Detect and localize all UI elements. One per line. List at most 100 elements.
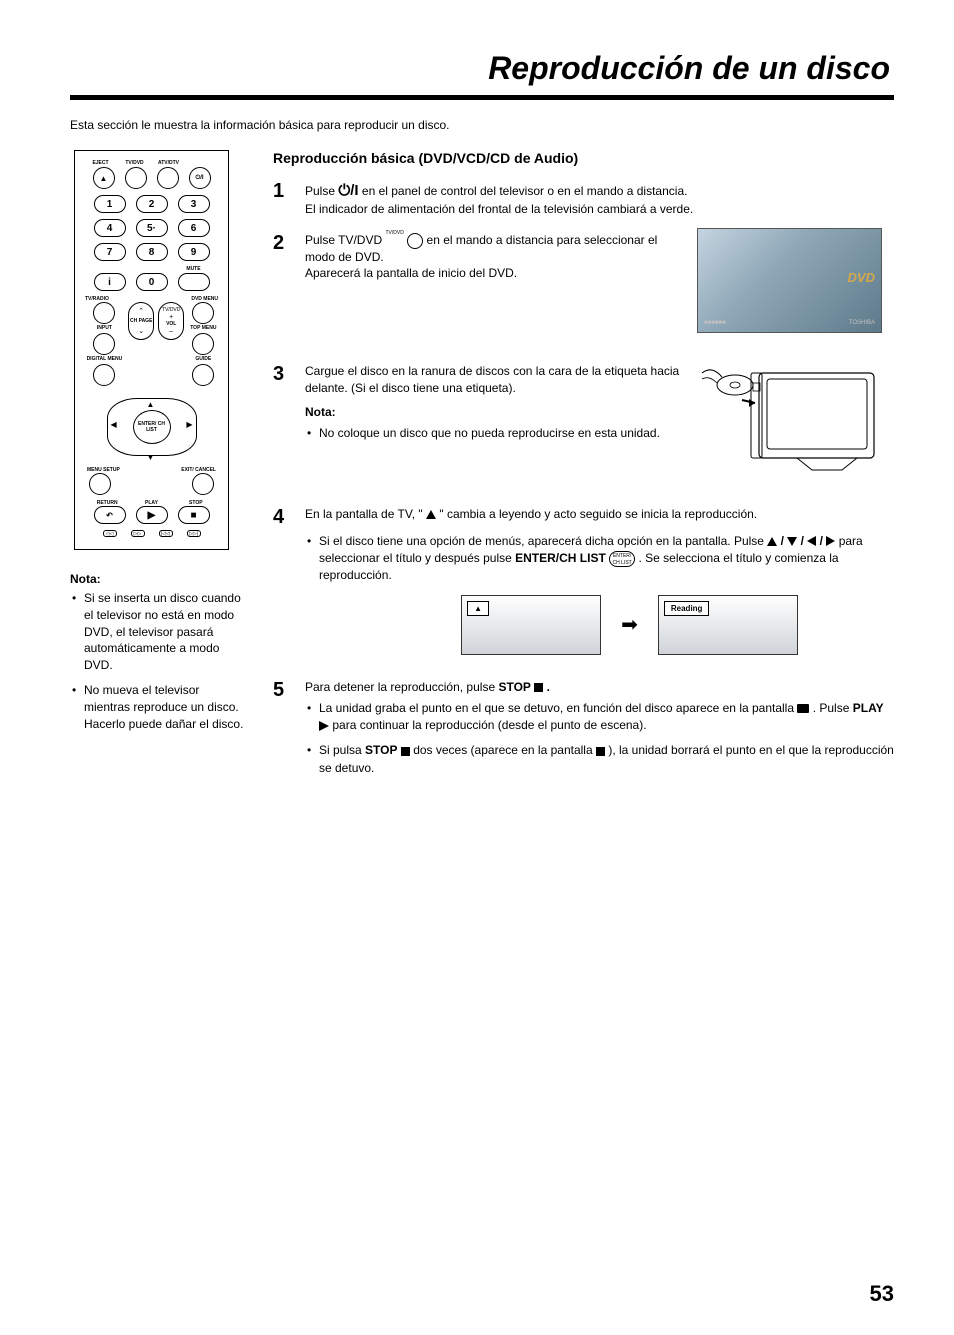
remote-topmenu-label: TOP MENU xyxy=(190,326,216,331)
step-2-line2: Aparecerá la pantalla de inicio del DVD. xyxy=(305,266,517,280)
dvd-logo: DVD xyxy=(848,269,875,287)
step-number: 2 xyxy=(273,232,293,333)
remote-key-9: 9 xyxy=(178,243,210,261)
stop-bold: STOP xyxy=(498,680,530,694)
step-5-b2-b: dos veces (aparece en la pantalla xyxy=(413,743,596,757)
menu-screen-1: ▲ xyxy=(461,595,601,655)
menu-screen-2-label: Reading xyxy=(664,601,710,616)
dvd-brand-right: TOSHIBA xyxy=(849,319,875,327)
remote-key-1: 1 xyxy=(94,195,126,213)
remote-key-i: i xyxy=(94,273,126,291)
menu-screen-1-label: ▲ xyxy=(467,601,489,616)
step-2-text-pre: Pulse TV/DVD xyxy=(305,233,385,247)
step-4: 4 En la pantalla de TV, " " cambia a ley… xyxy=(273,506,894,665)
left-note-list: Si se inserta un disco cuando el televis… xyxy=(70,590,245,732)
remote-key-6: 6 xyxy=(178,219,210,237)
step-5-bullet-2: Si pulsa STOP dos veces (aparece en la p… xyxy=(305,742,894,777)
remote-color-button: ▷▷| xyxy=(187,530,201,537)
down-triangle-icon xyxy=(787,537,797,546)
remote-key-4: 4 xyxy=(94,219,126,237)
step-3: 3 xyxy=(273,363,894,480)
remote-menusetup-button xyxy=(89,473,111,495)
remote-mute-button xyxy=(178,273,210,291)
remote-atvdtv-button xyxy=(157,167,179,189)
up-triangle-icon xyxy=(767,537,777,546)
stop-icon xyxy=(534,683,543,692)
step-number: 1 xyxy=(273,180,293,218)
play-bold: PLAY xyxy=(853,701,884,715)
tv-disc-illustration xyxy=(697,355,882,480)
right-column: Reproducción básica (DVD/VCD/CD de Audio… xyxy=(273,150,894,799)
step-1-line2: El indicador de alimentación del frontal… xyxy=(305,202,693,216)
step-4-text-post: " cambia a leyendo y acto seguido se ini… xyxy=(439,507,757,521)
power-icon: ⏻/I xyxy=(338,182,358,199)
slash: / xyxy=(801,534,808,548)
left-triangle-icon xyxy=(807,536,816,546)
remote-key-3: 3 xyxy=(178,195,210,213)
remote-illustration: EJECT TV/DVD ATV/DTV ▲ ⏻/I 123 45·6 789 xyxy=(74,150,229,550)
remote-label-atvdtv: ATV/DTV xyxy=(158,161,180,166)
left-note-item: Si se inserta un disco cuando el televis… xyxy=(70,590,245,674)
enter-button-icon: ENTER/ CH LIST xyxy=(609,551,635,567)
circle-button-icon xyxy=(407,233,423,249)
step-number: 3 xyxy=(273,363,293,480)
step-5: 5 Para detener la reproducción, pulse ST… xyxy=(273,679,894,785)
section-heading: Reproducción básica (DVD/VCD/CD de Audio… xyxy=(273,150,894,166)
remote-return-button: ↶ xyxy=(94,506,126,524)
tvdvd-tiny-label: TV/DVD xyxy=(385,230,403,236)
remote-play-button: ▶ xyxy=(136,506,168,524)
remote-digitalmenu-label: DIGITAL MENU xyxy=(87,357,123,362)
step-4-bullet-pre: Si el disco tiene una opción de menús, a… xyxy=(319,534,767,548)
remote-input-label: INPUT xyxy=(97,326,112,331)
remote-stop-button: ■ xyxy=(178,506,210,524)
remote-menusetup-label: MENU SETUP xyxy=(87,468,120,473)
up-triangle-icon xyxy=(426,510,436,519)
remote-key-2: 2 xyxy=(136,195,168,213)
step-5-text-pre: Para detener la reproducción, pulse xyxy=(305,680,498,694)
step-5-b1-b: . Pulse xyxy=(813,701,853,715)
menu-screens-row: ▲ ➡ Reading xyxy=(365,595,894,655)
step-1: 1 Pulse ⏻/I en el panel de control del t… xyxy=(273,180,894,218)
step-number: 4 xyxy=(273,506,293,665)
remote-color-button: ◁◁ xyxy=(103,530,117,537)
menu-screen-2: Reading xyxy=(658,595,798,655)
title-rule xyxy=(70,95,894,100)
remote-input-button xyxy=(93,333,115,355)
step-4-text-pre: En la pantalla de TV, " xyxy=(305,507,426,521)
intro-text: Esta sección le muestra la información b… xyxy=(70,118,894,132)
resume-icon xyxy=(797,704,809,713)
remote-key-0: 0 xyxy=(136,273,168,291)
step-3-note-bullet: No coloque un disco que no pueda reprodu… xyxy=(305,425,882,442)
left-note-heading: Nota: xyxy=(70,572,245,586)
step-5-bullet-1: La unidad graba el punto en el que se de… xyxy=(305,700,894,735)
remote-exitcancel-label: EXIT/ CANCEL xyxy=(181,468,216,473)
remote-eject-button: ▲ xyxy=(93,167,115,189)
step-1-text-pre: Pulse xyxy=(305,184,338,198)
remote-label-eject: EJECT xyxy=(90,161,112,166)
enter-chlist-bold: ENTER/CH LIST xyxy=(515,551,606,565)
remote-topmenu-button xyxy=(192,333,214,355)
remote-key-5: 5· xyxy=(136,219,168,237)
remote-label-tvdvd: TV/DVD xyxy=(124,161,146,166)
play-icon xyxy=(319,721,329,731)
page-title: Reproducción de un disco xyxy=(70,50,894,87)
step-1-text-post: en el panel de control del televisor o e… xyxy=(362,184,688,198)
period: . xyxy=(547,680,550,694)
remote-guide-label: GUIDE xyxy=(195,357,211,362)
step-5-b2-a: Si pulsa xyxy=(319,743,365,757)
slash: / xyxy=(820,534,827,548)
remote-guide-button xyxy=(192,364,214,386)
left-column: EJECT TV/DVD ATV/DTV ▲ ⏻/I 123 45·6 789 xyxy=(70,150,245,799)
remote-digitalmenu-button xyxy=(93,364,115,386)
remote-ch-page-rocker: ⌃CH PAGE⌄ xyxy=(128,302,154,340)
step-5-b1-c: para continuar la reproducción (desde el… xyxy=(332,718,646,732)
left-note-item: No mueva el televisor mientras reproduce… xyxy=(70,682,245,732)
step-4-bullet: Si el disco tiene una opción de menús, a… xyxy=(305,533,894,585)
remote-dpad: ▲ ▼ ◀ ▶ ENTER/ CH LIST xyxy=(97,392,207,462)
remote-key-8: 8 xyxy=(136,243,168,261)
step-3-text: Cargue el disco en la ranura de discos c… xyxy=(305,364,679,395)
remote-vol-rocker: TV/DVD +VOL– xyxy=(158,302,184,340)
remote-label-power xyxy=(192,161,214,166)
remote-exitcancel-button xyxy=(192,473,214,495)
slash: / xyxy=(781,534,788,548)
